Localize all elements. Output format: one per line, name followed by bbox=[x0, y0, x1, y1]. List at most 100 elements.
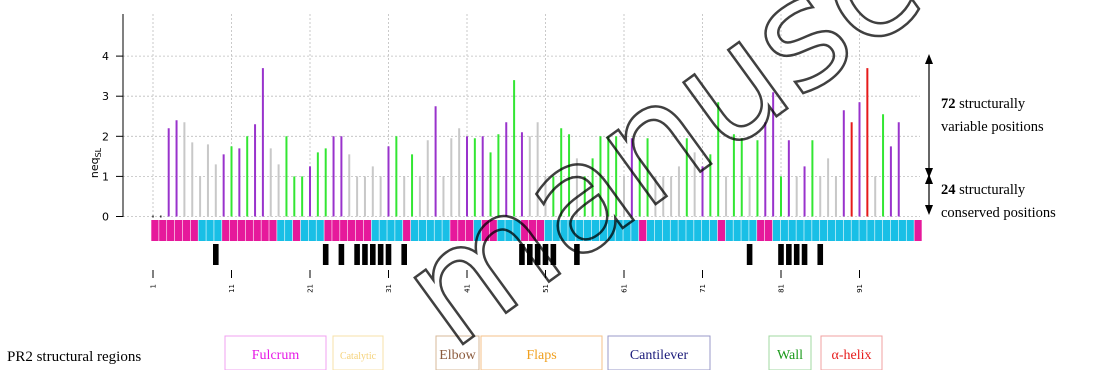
strip-cell bbox=[812, 220, 820, 241]
strip-cell bbox=[426, 220, 434, 241]
black-marks bbox=[213, 244, 824, 265]
strip-cell bbox=[536, 220, 545, 241]
x-tick-label: 81 bbox=[778, 284, 786, 293]
strip-cell bbox=[702, 220, 710, 241]
strip-cell bbox=[395, 220, 403, 241]
black-mark bbox=[746, 244, 753, 265]
strip-cell bbox=[568, 220, 576, 241]
strip-cell bbox=[403, 220, 411, 241]
strip-cell bbox=[151, 220, 159, 241]
variable-label-line1: structurally bbox=[959, 96, 1026, 112]
strip-cell bbox=[473, 220, 482, 241]
x-tick-label: 71 bbox=[699, 284, 707, 293]
black-mark bbox=[817, 244, 824, 265]
conserved-count: 24 bbox=[941, 182, 956, 198]
x-tick-label: 11 bbox=[228, 284, 236, 293]
variable-range-arrow bbox=[925, 54, 933, 178]
black-mark bbox=[793, 244, 800, 265]
strip-cell bbox=[764, 220, 773, 241]
strip-cell bbox=[788, 220, 796, 241]
conserved-annotation: 24 structurally bbox=[941, 182, 1026, 198]
strip-cell bbox=[174, 220, 183, 241]
y-tick-label: 1 bbox=[102, 170, 109, 183]
black-mark bbox=[354, 244, 360, 265]
strip-cell bbox=[521, 220, 529, 241]
strip-cell bbox=[835, 220, 844, 241]
strip-cell bbox=[717, 220, 726, 241]
strip-cell bbox=[347, 220, 356, 241]
strip-cell bbox=[237, 220, 246, 241]
x-tick-label: 21 bbox=[307, 284, 315, 293]
strip-cell bbox=[379, 220, 387, 241]
strip-cell bbox=[867, 220, 875, 241]
strip-cell bbox=[851, 220, 859, 241]
strip-cell bbox=[489, 220, 497, 241]
legend-item-box bbox=[820, 335, 883, 370]
black-mark bbox=[778, 244, 784, 265]
strip-cell bbox=[599, 220, 608, 241]
legend-item-box bbox=[768, 335, 812, 370]
strip-cell bbox=[882, 220, 891, 241]
strip-cell bbox=[662, 220, 670, 241]
strip-cell bbox=[159, 220, 167, 241]
strip-cell bbox=[363, 220, 371, 241]
x-tick-label: 41 bbox=[464, 284, 472, 293]
black-mark bbox=[385, 244, 392, 265]
strip-cell bbox=[261, 220, 269, 241]
black-mark bbox=[401, 244, 407, 265]
y-axis-label: neqSL bbox=[88, 147, 103, 178]
strip-cell bbox=[198, 220, 206, 241]
region-strip bbox=[151, 220, 922, 241]
bar-series bbox=[152, 68, 900, 218]
strip-cell bbox=[253, 220, 261, 241]
x-tick-label: 1 bbox=[150, 284, 158, 288]
variable-annotation: 72 structurally bbox=[941, 96, 1026, 112]
strip-cell bbox=[505, 220, 513, 241]
x-tick-label: 51 bbox=[542, 284, 550, 293]
strip-cell bbox=[442, 220, 450, 241]
strip-cell bbox=[245, 220, 253, 241]
strip-cell bbox=[725, 220, 733, 241]
strip-cell bbox=[410, 220, 419, 241]
strip-cell bbox=[898, 220, 906, 241]
strip-cell bbox=[670, 220, 678, 241]
strip-cell bbox=[190, 220, 198, 241]
strip-cell bbox=[552, 220, 560, 241]
strip-cell bbox=[639, 220, 647, 241]
strip-cell bbox=[513, 220, 521, 241]
strip-cell bbox=[497, 220, 505, 241]
x-tick-label: 31 bbox=[385, 284, 393, 293]
strip-cell bbox=[418, 220, 427, 241]
black-mark bbox=[377, 244, 384, 265]
strip-cell bbox=[292, 220, 301, 241]
strip-cell bbox=[623, 220, 631, 241]
strip-cell bbox=[906, 220, 914, 241]
y-tick-label: 4 bbox=[102, 50, 109, 63]
black-mark bbox=[213, 244, 219, 265]
strip-cell bbox=[560, 220, 568, 241]
y-tick-label: 0 bbox=[102, 211, 109, 224]
strip-cell bbox=[741, 220, 749, 241]
strip-cell bbox=[686, 220, 694, 241]
strip-cell bbox=[757, 220, 765, 241]
strip-cell bbox=[631, 220, 639, 241]
strip-cell bbox=[875, 220, 883, 241]
y-axis: 0 1 2 3 4 bbox=[102, 14, 124, 224]
strip-cell bbox=[387, 220, 395, 241]
y-axis-label-sub: SL bbox=[94, 147, 103, 157]
strip-cell bbox=[465, 220, 474, 241]
strip-cell bbox=[615, 220, 623, 241]
strip-cell bbox=[796, 220, 804, 241]
black-mark bbox=[550, 244, 557, 265]
strip-cell bbox=[450, 220, 458, 241]
strip-cell bbox=[222, 220, 230, 241]
strip-cell bbox=[591, 220, 600, 241]
conserved-range-arrow bbox=[925, 174, 933, 215]
strip-cell bbox=[167, 220, 175, 241]
strip-cell bbox=[324, 220, 332, 241]
strip-cell bbox=[733, 220, 741, 241]
legend-item-box bbox=[607, 335, 711, 370]
black-mark bbox=[519, 244, 525, 265]
legend-item-label: Cantilever bbox=[630, 348, 689, 363]
